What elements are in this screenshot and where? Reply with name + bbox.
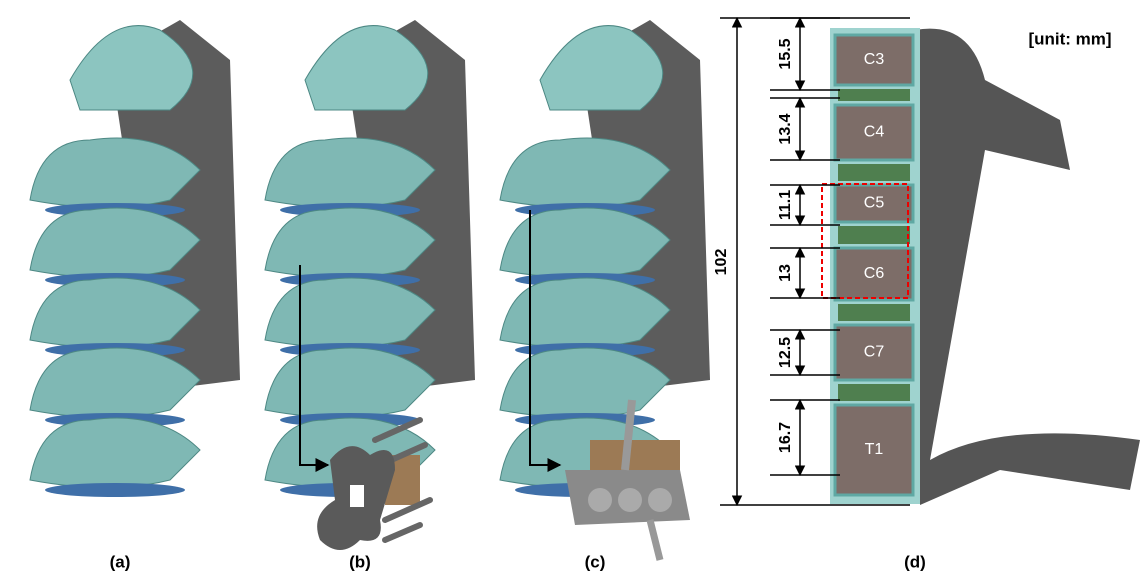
vertebra-label: C4 xyxy=(864,124,885,141)
segment-height: 13 xyxy=(777,264,794,282)
disc xyxy=(838,89,910,101)
figure: 102 [unit: mm] (a) (b) (c) (d) C3 C4 C5 C6 C7 T1 1… xyxy=(0,0,1145,578)
total-height: 102 xyxy=(713,249,730,276)
vertebra-label: C6 xyxy=(864,265,885,282)
panel-label: (a) xyxy=(110,552,131,571)
segment-height: 16.7 xyxy=(777,422,794,453)
vertebra-label: C7 xyxy=(864,344,885,361)
vertebra-label: C3 xyxy=(864,51,885,68)
vertebra-label: C5 xyxy=(864,195,885,212)
unit-note: [unit: mm] xyxy=(1028,29,1111,48)
panel-label: (d) xyxy=(904,552,926,571)
vertebra-label: T1 xyxy=(865,441,884,458)
spine-models xyxy=(30,20,710,497)
segment-height: 12.5 xyxy=(777,337,794,368)
disc xyxy=(45,483,185,497)
disc xyxy=(838,226,910,244)
disc xyxy=(838,384,910,401)
vertebra xyxy=(30,418,200,488)
panel-label: (b) xyxy=(349,552,371,571)
panel-label: (c) xyxy=(585,552,606,571)
disc xyxy=(838,304,910,321)
segment-height: 15.5 xyxy=(777,38,794,69)
segment-height: 13.4 xyxy=(777,113,794,144)
segment-height: 11.1 xyxy=(777,190,794,220)
disc xyxy=(838,164,910,181)
